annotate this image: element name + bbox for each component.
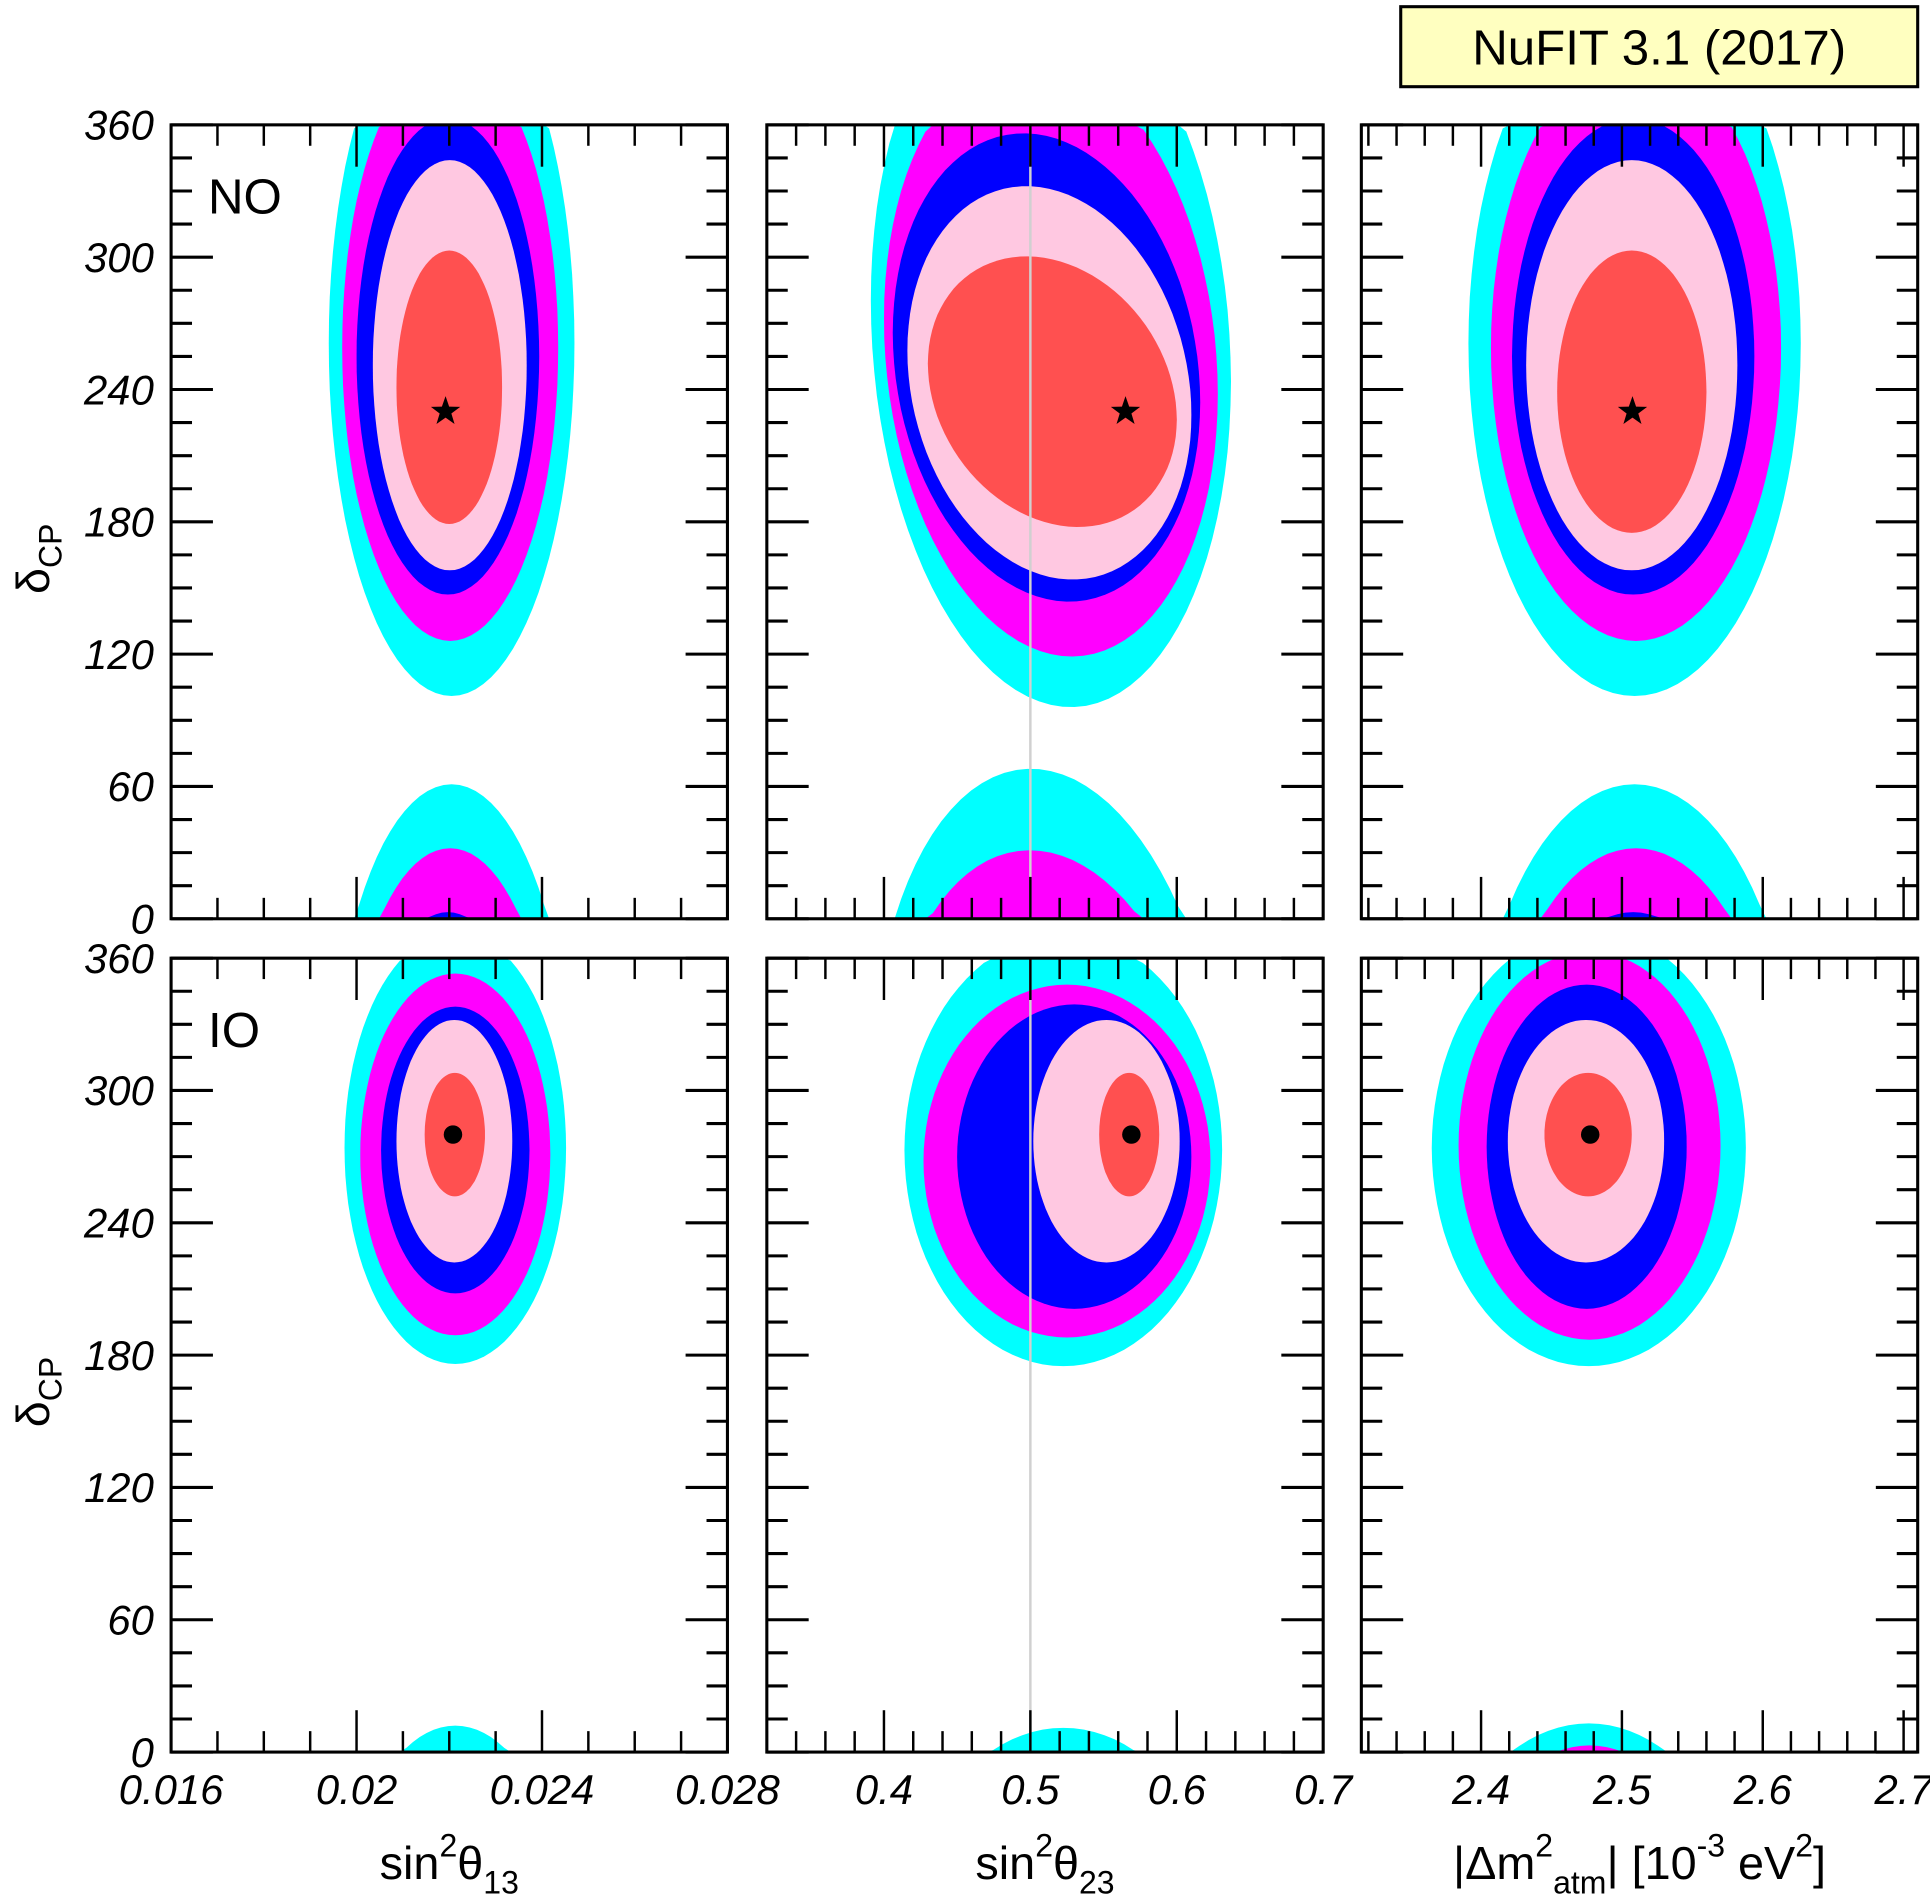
x-tick-label: 0.4 <box>855 1766 913 1813</box>
y-tick-label: 300 <box>84 234 154 281</box>
y-tick-label: 0 <box>131 896 154 943</box>
y-tick-label: 120 <box>84 631 154 678</box>
x-title-part: eV <box>1725 1837 1795 1889</box>
best-fit-dot <box>1580 1125 1600 1144</box>
contour-regions <box>870 124 1231 919</box>
best-fit-star <box>1617 396 1648 424</box>
contour-regions <box>1468 124 1801 919</box>
best-fit-star <box>1110 396 1141 424</box>
x-title-part: | [10 <box>1606 1837 1696 1889</box>
x-tick-label: 0.02 <box>316 1766 397 1813</box>
x-tick-label: 0.6 <box>1148 1766 1207 1813</box>
x-title-sup: 2 <box>1535 1828 1553 1864</box>
nufit-badge: NuFIT 3.1 (2017) <box>1399 5 1920 89</box>
best-fit-star <box>430 396 461 424</box>
y-axis-title: δCP <box>7 523 68 593</box>
y-tick-label: 360 <box>84 102 154 149</box>
panel-no-2 <box>765 123 1325 921</box>
y-tick-label: 360 <box>84 935 154 982</box>
y-axis-title-main: δ <box>7 1401 59 1427</box>
panel-label: NO <box>208 169 282 224</box>
x-title-part: sin <box>380 1837 440 1889</box>
x-tick-label: 0.024 <box>490 1766 595 1813</box>
x-title-part: ] <box>1813 1837 1826 1889</box>
y-axis-title-main: δ <box>7 568 59 594</box>
contour-regions <box>344 958 567 1753</box>
x-tick-label: 2.4 <box>1451 1766 1510 1813</box>
y-tick-label: 300 <box>84 1067 154 1114</box>
x-tick-label: 0.028 <box>675 1766 780 1813</box>
x-axis-title: |Δm2atm| [10-3 eV2] <box>1453 1828 1826 1901</box>
x-axis-title: sin2θ13 <box>380 1828 519 1901</box>
panel-no-1: 0 60 120 180 240 300 360 NO δCP <box>7 102 729 943</box>
y-tick-label: 60 <box>107 1597 154 1644</box>
contour-blue <box>1511 912 1755 919</box>
x-title-sub: 23 <box>1079 1865 1115 1901</box>
x-title-sup: 2 <box>1035 1828 1053 1864</box>
y-axis-title-sub: CP <box>33 523 69 567</box>
panel-no-3 <box>1359 123 1920 921</box>
y-tick-label: 0 <box>131 1729 154 1776</box>
y-axis-title: δCP <box>7 1357 68 1427</box>
y-tick-label: 180 <box>84 1332 154 1379</box>
contour-regions <box>904 958 1223 1753</box>
x-title-greek: θ <box>457 1837 483 1889</box>
contour-magenta <box>342 848 559 919</box>
x-title-greek: θ <box>1053 1837 1079 1889</box>
x-tick-label: 2.7 <box>1874 1766 1930 1813</box>
panel-label: IO <box>208 1003 260 1058</box>
x-title-sup: -3 <box>1697 1828 1725 1864</box>
x-title-part: sin <box>975 1837 1035 1889</box>
x-tick-label: 0.7 <box>1294 1766 1354 1813</box>
x-title-sub: atm <box>1553 1865 1606 1901</box>
contour-cyan <box>344 1725 567 1753</box>
best-fit-dot <box>443 1125 463 1144</box>
x-title-part: |Δm <box>1453 1837 1535 1889</box>
y-tick-label: 240 <box>83 1200 154 1247</box>
y-tick-label: 60 <box>107 763 154 810</box>
badge-text: NuFIT 3.1 (2017) <box>1472 21 1846 76</box>
x-title-sup: 2 <box>1795 1828 1813 1864</box>
x-tick-label: 0.016 <box>119 1766 224 1813</box>
y-axis-title-sub: CP <box>33 1357 69 1401</box>
contour-magenta <box>884 850 1218 919</box>
panel-io-2: 0.4 0.5 0.6 0.7 sin2θ23 <box>765 956 1354 1901</box>
y-tick-label: 120 <box>84 1464 154 1511</box>
contour-magenta <box>1458 1745 1721 1753</box>
y-tick-label: 240 <box>83 366 154 413</box>
badge-box <box>1399 5 1920 89</box>
contour-red <box>927 256 1177 527</box>
contour-blue <box>356 912 540 919</box>
contour-magenta <box>1490 848 1782 919</box>
x-title-sub: 13 <box>483 1865 519 1901</box>
contour-red <box>1557 250 1707 533</box>
panel-io-1: 0 60 120 180 240 300 360 IO δCP 0.016 0.02 0.024 0.0… <box>7 935 780 1901</box>
x-title-sup: 2 <box>439 1828 457 1864</box>
best-fit-dot <box>1122 1125 1141 1144</box>
y-tick-label: 180 <box>84 499 154 546</box>
x-axis-title: sin2θ23 <box>975 1828 1114 1901</box>
panel-io-3: 2.4 2.5 2.6 2.7|Δm2atm| [10-3 eV2] <box>1359 956 1930 1901</box>
contour-red <box>396 250 503 525</box>
contour-cyan <box>904 1727 1223 1753</box>
x-tick-label: 2.5 <box>1592 1766 1652 1813</box>
contour-cyan <box>1431 1723 1746 1753</box>
contour-regions <box>328 124 575 919</box>
x-tick-label: 2.6 <box>1733 1766 1793 1813</box>
x-tick-label: 0.5 <box>1001 1766 1060 1813</box>
contour-regions <box>1431 958 1746 1753</box>
